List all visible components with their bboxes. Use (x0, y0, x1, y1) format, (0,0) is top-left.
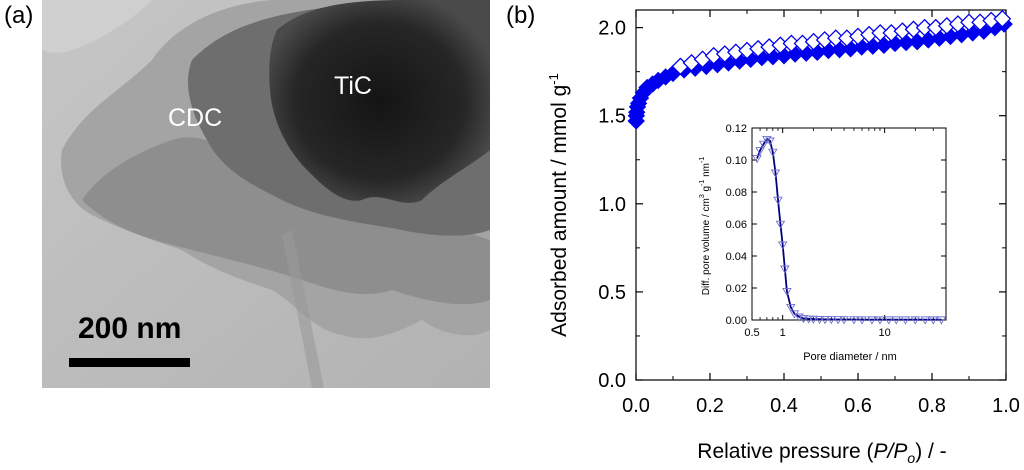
inset-point (867, 316, 877, 325)
inset-point (768, 148, 778, 157)
main-axis-ticks: 0.0 0.2 0.4 0.6 0.8 1.0 0.0 0.5 1.0 1.5 2.0 (598, 10, 1020, 417)
main-x-tick-label: 0.0 (622, 395, 650, 417)
main-y-label-part-2: -1 (546, 73, 561, 85)
inset-point (814, 315, 825, 325)
inset-point (928, 316, 939, 325)
main-x-tick-label: 0.6 (844, 395, 872, 417)
inset-point (884, 316, 894, 325)
main-x-label-part-3: o (907, 450, 915, 466)
inset-point (849, 316, 859, 325)
inset-point (777, 241, 788, 250)
inset-x-tick-label: 0.5 (744, 327, 759, 339)
inset-y-tick-label: 0.00 (726, 315, 747, 327)
inset-y-tick-label: 0.06 (726, 219, 747, 231)
main-y-tick-label: 1.0 (598, 194, 626, 216)
inset-point (833, 316, 843, 325)
inset-x-axis-label: Pore diameter / nm (803, 351, 897, 363)
inset-y-label-part-4: -1 (699, 180, 706, 186)
inset-point (762, 135, 772, 145)
inset-y-tick-label: 0.08 (726, 187, 747, 199)
inset-point (875, 316, 885, 325)
tic-label: TiC (334, 72, 372, 100)
main-y-label-part-1: Adsorbed amount / mmol g (548, 85, 571, 337)
cdc-label: CDC (168, 104, 223, 132)
inset-point (798, 315, 809, 324)
inset-point (820, 316, 830, 325)
tem-micrograph: TiC CDC 200 nm (42, 0, 490, 388)
inset-point (758, 140, 769, 149)
inset-x-tick-label: 10 (879, 327, 891, 339)
inset-point (773, 196, 783, 205)
inset-point (775, 220, 786, 229)
inset-point (839, 316, 849, 325)
main-y-tick-label: 2.0 (598, 18, 626, 40)
main-x-tick-label: 0.4 (770, 395, 798, 417)
main-y-tick-label: 0.5 (598, 282, 626, 304)
main-x-axis-label: Relative pressure (P/Po) / - (697, 440, 946, 466)
main-x-label-part-2: P/P (874, 440, 908, 463)
inset-point (794, 313, 804, 322)
inset-y-label-part-3: g (701, 186, 712, 194)
inset-point (755, 147, 765, 156)
inset-point (920, 316, 930, 325)
inset-y-axis-label: Diff. pore volume / cm3 g-1 nm-1 (699, 157, 712, 296)
inset-x-tick-label: 1 (780, 327, 786, 339)
inset-y-tick-label: 0.04 (726, 251, 747, 263)
desorption-point (993, 9, 1012, 28)
inset-point (936, 316, 947, 325)
main-y-tick-label: 0.0 (598, 370, 626, 392)
panel-a-label: (a) (4, 2, 34, 29)
inset-point (785, 303, 796, 313)
series-desorption (671, 9, 1012, 76)
main-x-tick-label: 0.8 (918, 395, 946, 417)
series-adsorption (627, 15, 1013, 130)
panel-b-label: (b) (506, 2, 536, 29)
inset-y-tick-label: 0.02 (726, 283, 747, 295)
inset-axis-ticks: 0.5 1 10 0.00 0.02 0.04 0.06 0.08 0.10 0.12 (726, 123, 946, 339)
main-x-tick-label: 0.2 (696, 395, 724, 417)
inset-point (752, 155, 762, 164)
main-y-tick-label: 1.5 (598, 106, 626, 128)
series-pore-size-distribution (752, 135, 947, 325)
inset-point (891, 316, 902, 325)
tem-image (42, 0, 490, 388)
scale-bar (69, 358, 190, 367)
inset-y-label-part-1: Diff. pore volume / cm (701, 198, 712, 295)
inset-point (808, 315, 819, 324)
main-x-label-part-4: ) / - (915, 440, 947, 463)
inset-point (826, 316, 837, 325)
inset-point (765, 137, 775, 146)
inset-y-tick-label: 0.12 (726, 123, 747, 135)
inset-y-label-part-5: nm (701, 163, 712, 180)
main-y-axis-label: Adsorbed amount / mmol g-1 (546, 73, 571, 337)
main-x-label-part-1: Relative pressure ( (697, 440, 873, 463)
inset-point (910, 316, 921, 325)
main-x-tick-label: 1.0 (992, 395, 1020, 417)
scale-bar-label: 200 nm (78, 312, 182, 345)
inset-point (857, 316, 867, 325)
inset-point (782, 287, 792, 297)
inset-y-label-part-6: -1 (699, 157, 706, 163)
inset-point (770, 169, 781, 178)
inset-point (900, 316, 911, 325)
inset-point (780, 265, 790, 274)
inset-y-label-part-2: 3 (699, 194, 706, 198)
inset-y-tick-label: 0.10 (726, 155, 747, 167)
